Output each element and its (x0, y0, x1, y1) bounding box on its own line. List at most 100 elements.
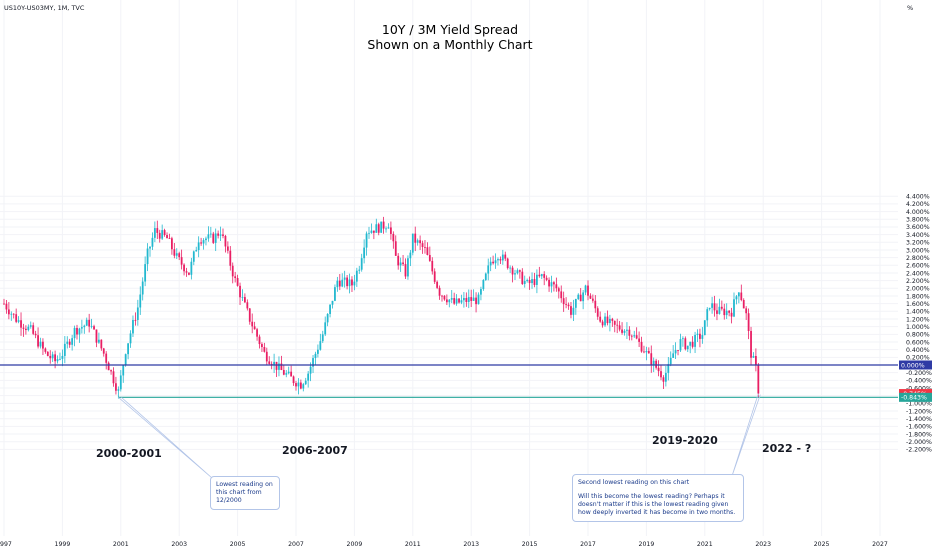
candle-body (149, 246, 151, 249)
candle-body (234, 276, 237, 279)
candle-body (460, 300, 463, 303)
candle-body (752, 355, 755, 358)
candle-body (489, 261, 492, 266)
x-tick-label: 1997 (0, 541, 12, 548)
period-label-2006: 2006-2007 (282, 444, 348, 457)
candle-body (701, 335, 704, 339)
candle-body (543, 274, 546, 278)
candle-body (98, 339, 100, 343)
candle-body (95, 329, 98, 343)
candle-body (480, 289, 482, 295)
candle-body (689, 341, 692, 346)
candle-body (635, 335, 638, 339)
candle-body (375, 224, 378, 233)
y-tick-label: 2.000% (906, 286, 930, 293)
candle-body (292, 376, 295, 384)
candle-body (17, 320, 20, 322)
candle-body (110, 370, 112, 372)
candle-body (445, 299, 448, 303)
candle-body (728, 310, 731, 313)
candle-body (329, 304, 331, 314)
candle-body (56, 359, 59, 362)
candle-body (487, 265, 490, 274)
candle-body (127, 343, 129, 355)
x-tick-label: 2021 (697, 541, 713, 548)
candle-body (404, 264, 407, 277)
candle-body (42, 341, 44, 349)
candle-body (27, 326, 30, 330)
candle-body (463, 297, 465, 301)
candle-body (382, 221, 385, 229)
candle-body (494, 260, 497, 264)
candle-body (594, 300, 597, 309)
candle-body (171, 238, 173, 250)
candle-body (472, 297, 475, 301)
grid (0, 0, 898, 536)
candle-body (424, 246, 426, 248)
candle-body (497, 259, 499, 261)
candle-body (416, 240, 419, 243)
x-tick-label: 1999 (55, 541, 71, 548)
candle-body (579, 294, 582, 302)
candle-body (657, 367, 660, 372)
candle-body (414, 233, 417, 243)
candle-body (672, 353, 675, 358)
x-tick-label: 2027 (872, 541, 888, 548)
candle-body (124, 354, 127, 366)
candle-body (180, 257, 183, 265)
y-axis[interactable]: 4.400%4.200%4.000%3.800%3.600%3.400%3.20… (899, 194, 932, 454)
candle-body (119, 375, 122, 390)
candle-body (224, 235, 227, 247)
candle-body (477, 294, 480, 305)
candle-body (46, 351, 49, 356)
candle-body (526, 279, 529, 282)
y-tick-label: -2.200% (906, 447, 932, 454)
candle-body (387, 227, 390, 229)
candle-body (392, 233, 395, 242)
candle-body (309, 366, 312, 374)
candle-body (295, 383, 297, 387)
y-tick-label: -0.600% (906, 385, 932, 392)
candle-body (256, 329, 258, 337)
candle-body (742, 300, 745, 309)
candle-body (380, 221, 383, 233)
candle-body (146, 248, 149, 265)
candle-body (548, 279, 550, 287)
candle-body (358, 269, 361, 271)
candle-body (297, 382, 300, 387)
candle-body (105, 353, 108, 363)
candle-body (725, 310, 728, 316)
candle-body (596, 308, 599, 317)
candle-body (618, 325, 621, 330)
candle-body (49, 355, 52, 359)
x-tick-label: 2009 (347, 541, 363, 548)
candle-body (226, 246, 229, 251)
candle-body (638, 338, 640, 342)
candle-body (197, 242, 200, 251)
candle-body (682, 338, 684, 340)
candle-body (567, 304, 570, 307)
candle-body (421, 243, 424, 247)
candle-body (326, 313, 329, 323)
candle-body (448, 299, 451, 303)
candle-body (679, 339, 682, 351)
candle-body (248, 308, 251, 322)
candle-body (253, 326, 256, 330)
second-lowest-note: Second lowest reading on this chart Will… (572, 474, 744, 522)
candle-body (716, 310, 718, 314)
candle-body (747, 313, 750, 331)
second-lowest-body: Will this become the lowest reading? Per… (578, 493, 736, 516)
candle-body (321, 334, 324, 342)
candle-body (470, 297, 473, 301)
candle-body (706, 309, 709, 321)
candle-body (372, 230, 375, 233)
y-tick-label: -1.800% (906, 431, 932, 438)
candle-body (584, 285, 587, 293)
candle-body (334, 287, 336, 301)
candle-body (129, 333, 132, 344)
candle-body (363, 247, 366, 259)
y-tick-label: -0.400% (906, 378, 932, 385)
x-axis[interactable]: 1997 1999 2001 2003 2005 2007 2009 2011 2013 2015… (0, 541, 888, 548)
